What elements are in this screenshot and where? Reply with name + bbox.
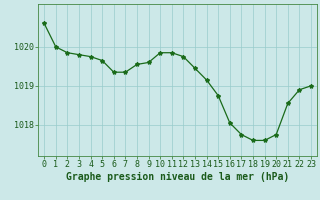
X-axis label: Graphe pression niveau de la mer (hPa): Graphe pression niveau de la mer (hPa) [66,172,289,182]
